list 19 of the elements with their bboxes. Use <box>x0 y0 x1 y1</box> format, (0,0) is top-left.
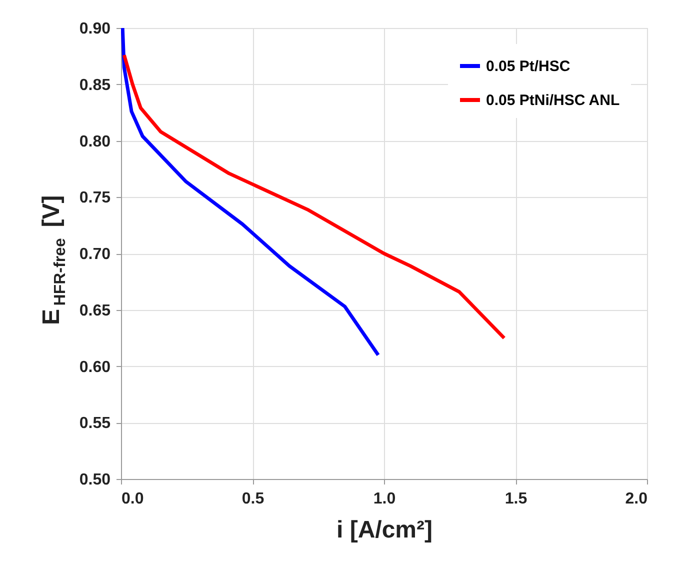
x-axis-title: i [A/cm²] <box>336 516 432 544</box>
x-tick-label: 0.5 <box>242 490 264 508</box>
y-tick-label: 0.85 <box>79 76 111 94</box>
y-tick-label: 0.80 <box>79 133 111 150</box>
y-axis-title: EHFR-free [V] <box>38 195 69 326</box>
y-tick-label: 0.50 <box>79 472 111 488</box>
x-tick-label: 1.0 <box>373 490 396 508</box>
y-tick-label: 0.55 <box>79 415 111 432</box>
y-tick-label: 0.90 <box>79 20 111 38</box>
x-tick-label: 2.0 <box>625 490 648 508</box>
y-tick-label: 0.75 <box>79 190 111 207</box>
x-tick-label: 1.5 <box>504 490 528 508</box>
legend-label: 0.05 PtNi/HSC ANL <box>486 92 620 109</box>
line-series <box>121 28 380 357</box>
legend-label: 0.05 Pt/HSC <box>486 58 570 75</box>
x-tick-label: 0.0 <box>122 490 144 508</box>
y-tick-label: 0.65 <box>79 302 111 320</box>
y-tick-label: 0.70 <box>79 246 111 263</box>
y-tick-label: 0.60 <box>79 358 111 376</box>
